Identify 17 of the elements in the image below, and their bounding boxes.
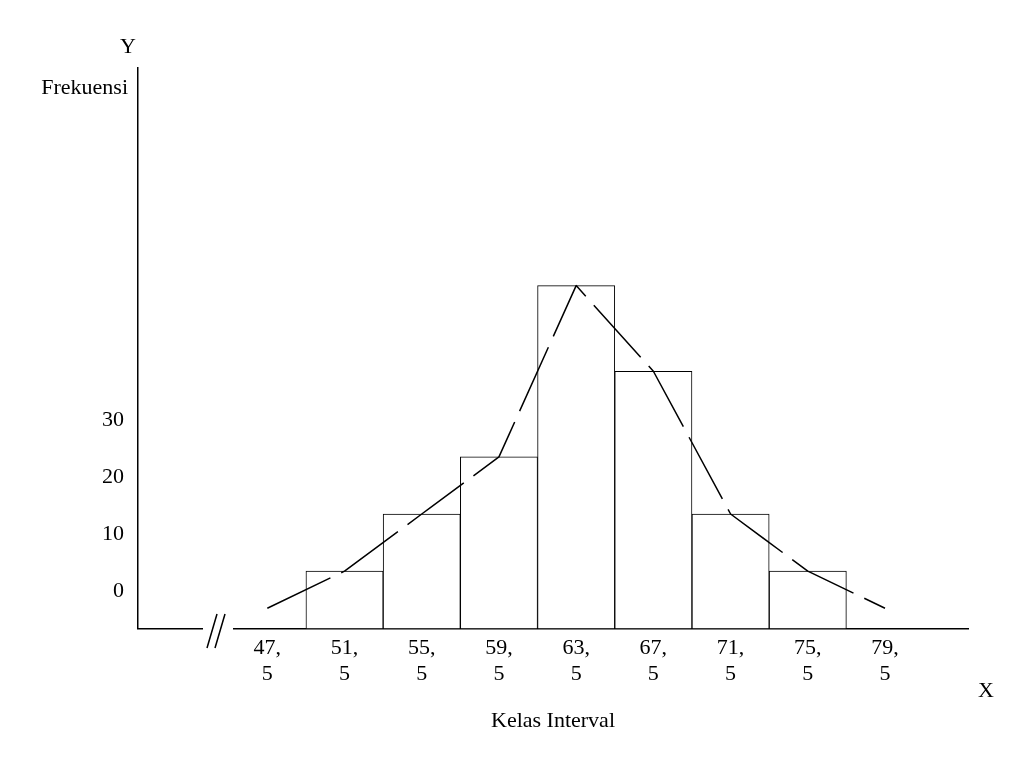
x-tick-label: 47,5 xyxy=(253,633,282,686)
x-tick-label: 55,5 xyxy=(407,633,436,686)
x-tick-label: 51,5 xyxy=(330,633,359,686)
x-tick-label: 67,5 xyxy=(639,633,668,686)
x-tick-label: 75,5 xyxy=(794,633,822,686)
y-tick-label: 20 xyxy=(102,462,124,488)
text: X xyxy=(978,676,994,702)
x-tick-label: 71,5 xyxy=(716,633,745,686)
y-tick-label: 10 xyxy=(102,519,124,545)
x-tick-label: 63,5 xyxy=(562,633,590,686)
y-tick-label: 30 xyxy=(102,405,124,431)
text: Y xyxy=(120,32,137,58)
y-axis-title: Frekuensi xyxy=(41,73,128,99)
x-axis-title: Kelas Interval xyxy=(491,706,615,732)
x-tick-label: 59,5 xyxy=(485,633,513,686)
x-tick-label: 79,5 xyxy=(871,633,899,686)
y-tick-label: 0 xyxy=(113,576,124,602)
